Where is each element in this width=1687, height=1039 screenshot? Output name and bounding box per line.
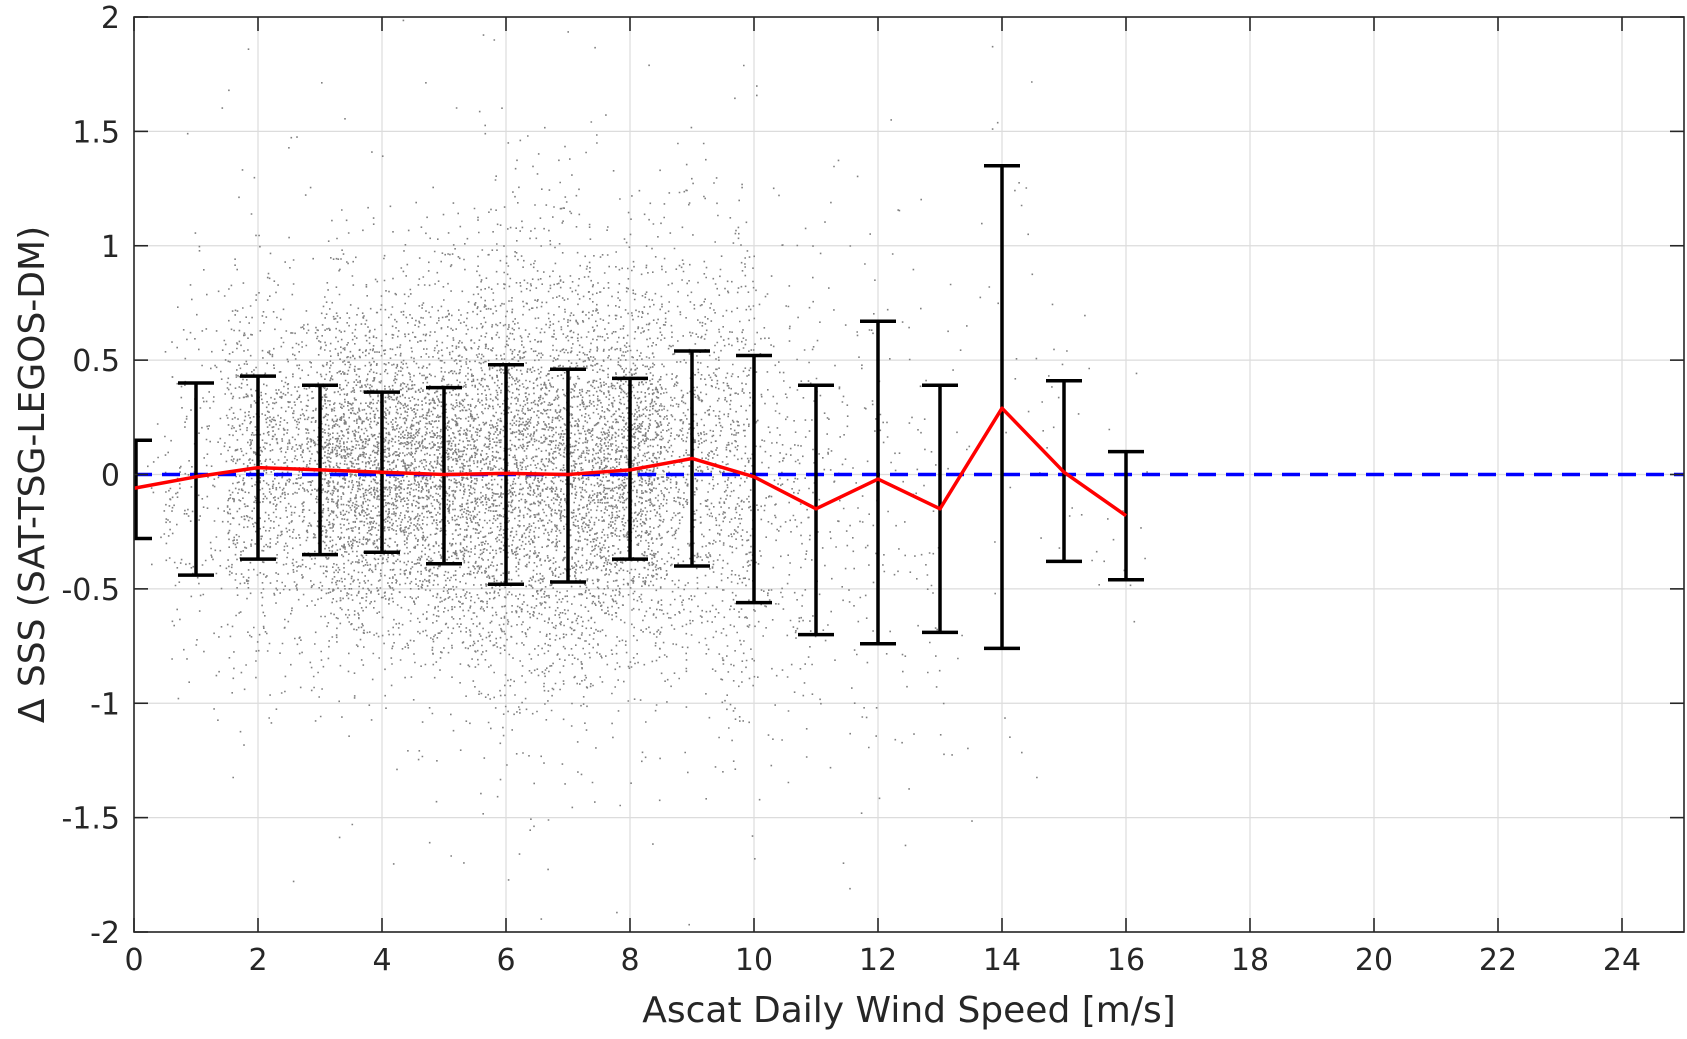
y-tick-label: -0.5 <box>61 573 120 608</box>
y-tick-label: -2 <box>90 916 120 951</box>
error-bar <box>860 319 896 646</box>
error-bar <box>178 381 214 577</box>
x-tick-label: 20 <box>1355 943 1393 978</box>
y-tick-label: 0.5 <box>72 344 120 379</box>
x-tick-label: 22 <box>1479 943 1517 978</box>
mean-line <box>133 406 1128 518</box>
axis-ticks: 0 2 4 6 8 10 12 14 16 18 20 22 24-2-1.5-1-0.500.511.… <box>61 1 1684 978</box>
x-tick-label: 24 <box>1603 943 1641 978</box>
y-tick-label: -1 <box>90 687 120 722</box>
y-tick-label: 1 <box>101 230 120 265</box>
x-tick-label: 14 <box>983 943 1021 978</box>
x-axis-label: Ascat Daily Wind Speed [m/s] <box>642 990 1176 1031</box>
y-axis-label: Δ SSS (SAT-TSG-LEGOS-DM) <box>12 226 53 723</box>
y-tick-label: 2 <box>101 1 120 36</box>
x-tick-label: 4 <box>372 943 391 978</box>
y-tick-label: -1.5 <box>61 802 120 837</box>
x-tick-label: 2 <box>248 943 267 978</box>
error-bar <box>736 353 772 605</box>
x-tick-label: 8 <box>620 943 639 978</box>
y-tick-label: 0 <box>101 459 120 494</box>
x-tick-label: 12 <box>859 943 897 978</box>
x-tick-label: 6 <box>496 943 515 978</box>
x-tick-label: 0 <box>124 943 143 978</box>
x-tick-label: 16 <box>1107 943 1145 978</box>
x-tick-label: 18 <box>1231 943 1269 978</box>
x-tick-label: 10 <box>735 943 773 978</box>
y-tick-label: 1.5 <box>72 115 120 150</box>
